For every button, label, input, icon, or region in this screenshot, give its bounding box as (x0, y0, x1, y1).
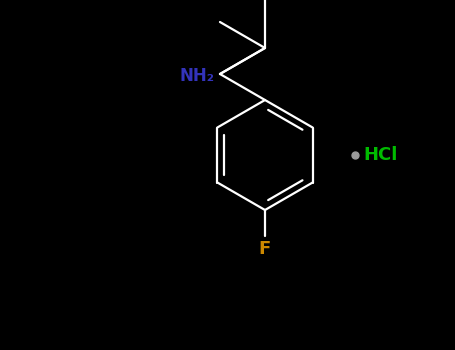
Text: NH₂: NH₂ (180, 67, 215, 85)
Text: F: F (259, 240, 271, 258)
Text: HCl: HCl (363, 146, 397, 164)
